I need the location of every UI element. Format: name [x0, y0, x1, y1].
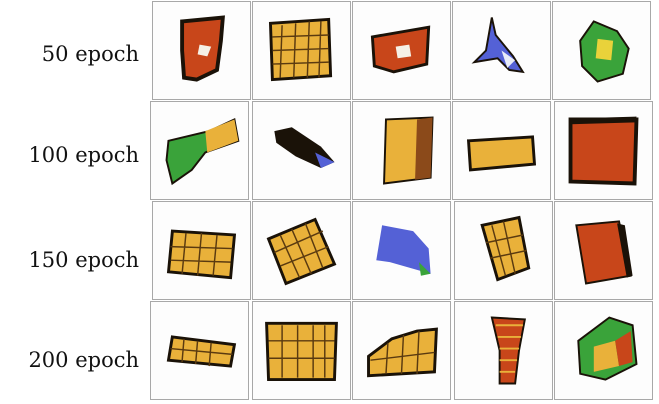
sample-image — [252, 1, 351, 100]
sample-image — [150, 101, 249, 200]
sample-image — [152, 1, 251, 100]
sample-image — [552, 1, 651, 100]
sample-image — [352, 301, 451, 400]
sample-image — [352, 1, 451, 100]
sample-image — [252, 301, 351, 400]
sample-image — [152, 201, 251, 300]
sample-image — [554, 301, 653, 400]
sample-image — [454, 201, 553, 300]
sample-image — [150, 301, 249, 400]
sample-image — [252, 101, 351, 200]
sample-image — [452, 101, 551, 200]
sample-image — [554, 201, 653, 300]
sample-image — [452, 1, 551, 100]
row-label-50: 50 epoch — [41, 42, 139, 66]
row-label-100: 100 epoch — [28, 143, 139, 167]
sample-image — [454, 301, 553, 400]
sample-image — [352, 201, 451, 300]
row-label-150: 150 epoch — [28, 248, 139, 272]
sample-image — [352, 101, 451, 200]
sample-image — [554, 101, 653, 200]
sample-image — [252, 201, 351, 300]
row-label-200: 200 epoch — [28, 348, 139, 372]
